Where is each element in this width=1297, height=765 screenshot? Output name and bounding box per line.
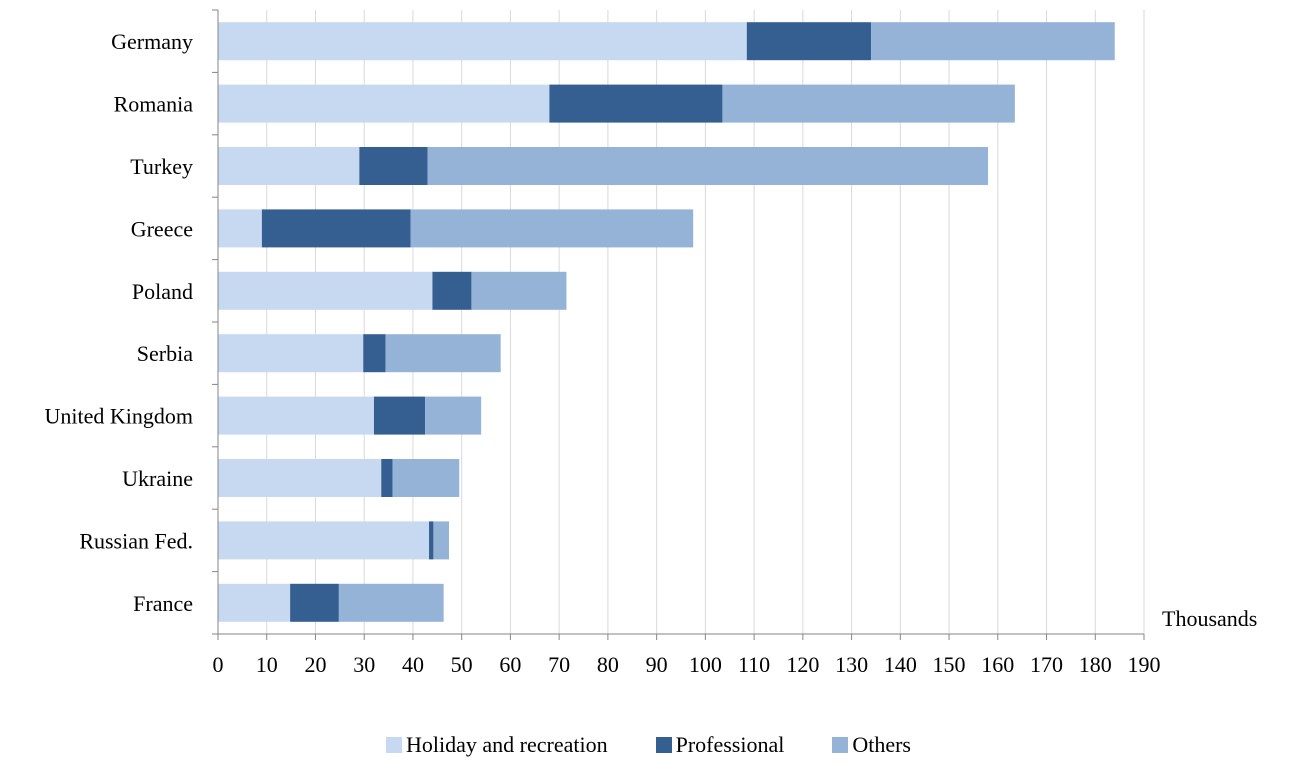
- x-tick-label: 160: [981, 652, 1014, 677]
- bar-segment: [373, 396, 426, 435]
- bar-segment: [218, 583, 291, 622]
- x-tick-label: 180: [1079, 652, 1112, 677]
- x-tick-label: 80: [597, 652, 619, 677]
- legend-label-professional: Professional: [675, 732, 785, 757]
- legend-item-professional: Professional: [655, 732, 785, 758]
- bar-segment: [471, 271, 567, 310]
- bar-segment: [871, 22, 1115, 61]
- x-axis-unit-label: Thousands: [1162, 606, 1257, 631]
- bar-segment: [218, 209, 262, 248]
- bar-segment: [218, 334, 364, 373]
- bar-segment: [381, 459, 393, 497]
- bar-segment: [410, 209, 694, 248]
- category-label: Turkey: [130, 154, 193, 179]
- x-tick-label: 70: [548, 652, 570, 677]
- chart-area: Germany Romania Turkey Greece Poland Serbia Un…: [45, 9, 1257, 677]
- bar-segment: [746, 22, 872, 61]
- bar-segment: [722, 84, 1015, 123]
- category-label: Serbia: [137, 341, 193, 366]
- axes: [212, 9, 1145, 640]
- legend-swatch-others: [832, 737, 849, 753]
- bar-segment: [218, 459, 382, 497]
- category-label: Greece: [131, 216, 193, 241]
- bar-segment: [425, 396, 482, 435]
- x-tick-label: 140: [884, 652, 917, 677]
- x-tick-label: 20: [304, 652, 326, 677]
- legend: Holiday and recreation Professional Othe…: [0, 732, 1297, 758]
- category-label: United Kingdom: [45, 404, 194, 429]
- bar-segment: [359, 147, 428, 185]
- x-tick-label: 0: [213, 652, 224, 677]
- category-label: Romania: [114, 92, 194, 117]
- bar-segment: [427, 147, 989, 185]
- bar-segment: [218, 271, 433, 310]
- bar-segment: [261, 209, 411, 248]
- x-tick-label: 10: [256, 652, 278, 677]
- x-tick-label: 30: [353, 652, 375, 677]
- legend-swatch-professional: [655, 737, 672, 753]
- category-labels: Germany Romania Turkey Greece Poland Serbia Un…: [45, 29, 194, 616]
- category-label: Poland: [132, 279, 193, 304]
- bar-segment: [218, 396, 374, 435]
- bar-segment: [385, 334, 501, 373]
- x-tick-label: 120: [786, 652, 819, 677]
- bar-segment: [429, 521, 434, 560]
- bar-segment: [392, 459, 460, 497]
- x-tick-labels: 0 10 20 30 40 50 60 70 80 90 100 110 120 130 140 150 160…: [213, 652, 1161, 677]
- bar-segment: [218, 22, 747, 61]
- x-tick-label: 170: [1030, 652, 1063, 677]
- legend-label-others: Others: [852, 732, 911, 757]
- x-tick-label: 100: [689, 652, 722, 677]
- bar-segment: [338, 583, 444, 622]
- x-tick-label: 40: [402, 652, 424, 677]
- x-tick-label: 60: [499, 652, 521, 677]
- x-tick-label: 150: [933, 652, 966, 677]
- x-tick-label: 130: [835, 652, 868, 677]
- bar-segment: [433, 521, 450, 560]
- category-label: Russian Fed.: [79, 528, 193, 553]
- bar-segment: [549, 84, 723, 123]
- x-tick-label: 50: [451, 652, 473, 677]
- category-label: France: [133, 591, 193, 616]
- bars: [218, 22, 1115, 622]
- bar-segment: [432, 271, 472, 310]
- legend-swatch-holiday: [386, 737, 402, 753]
- bar-segment: [218, 521, 430, 560]
- x-tick-label: 190: [1128, 652, 1161, 677]
- bar-segment: [218, 147, 360, 185]
- category-label: Germany: [111, 29, 193, 54]
- category-label: Ukraine: [122, 466, 193, 491]
- x-tick-label: 90: [646, 652, 668, 677]
- bar-segment: [290, 583, 339, 622]
- x-tick-label: 110: [738, 652, 770, 677]
- legend-item-others: Others: [832, 732, 911, 758]
- bar-segment: [363, 334, 386, 373]
- legend-item-holiday: Holiday and recreation: [386, 732, 608, 758]
- legend-label-holiday: Holiday and recreation: [406, 732, 608, 757]
- bar-segment: [218, 84, 550, 123]
